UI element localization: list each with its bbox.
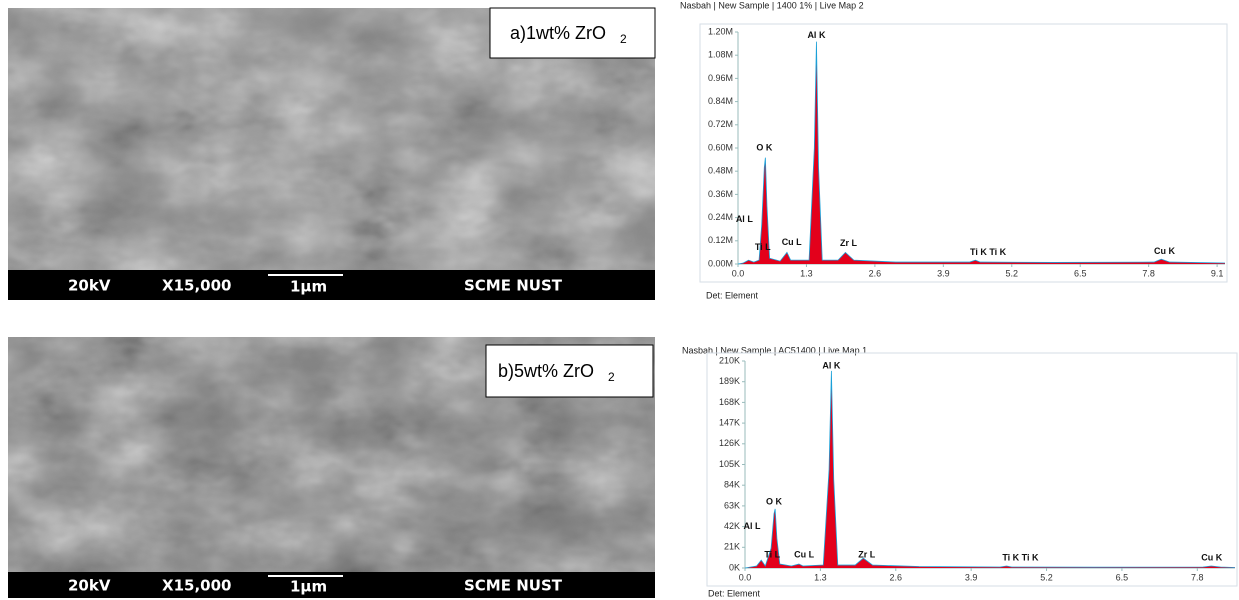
- x-tick-label: 2.6: [890, 572, 903, 582]
- panel-label-subscript: 2: [608, 370, 615, 384]
- y-tick-label: 147K: [719, 417, 740, 427]
- y-tick-label: 189K: [719, 376, 740, 386]
- x-tick-label: 7.8: [1191, 572, 1204, 582]
- x-tick-label: 9.1: [1211, 268, 1224, 278]
- y-tick-label: 63K: [724, 500, 740, 510]
- y-tick-label: 0.60M: [708, 142, 733, 152]
- y-tick-label: 0.48M: [708, 166, 733, 176]
- y-tick-label: 1.20M: [708, 26, 733, 36]
- x-tick-label: 0.0: [732, 268, 745, 278]
- footnote: Det: Element: [706, 290, 759, 300]
- plot-frame: [700, 24, 1227, 282]
- scale: 1μm: [290, 278, 327, 296]
- spectrum-outline: [745, 371, 1235, 568]
- peak-label: Ti K Ti K: [970, 247, 1007, 257]
- spectrum-area: [745, 371, 1235, 568]
- y-tick-label: 21K: [724, 542, 740, 552]
- peak-label: Cu L: [782, 237, 802, 247]
- y-tick-label: 42K: [724, 521, 740, 531]
- lab: SCME NUST: [464, 577, 563, 595]
- figure: 20kV X15,000 1μm SCME NUST a)1wt% ZrO 2 …: [0, 0, 1239, 600]
- peak-label: Al K: [822, 360, 841, 370]
- peak-label: Cu K: [1154, 246, 1175, 256]
- chart-title: Nasbah | New Sample | AC51400 | Live Map…: [682, 345, 867, 355]
- voltage: 20kV: [68, 577, 111, 595]
- y-tick-label: 0.84M: [708, 96, 733, 106]
- x-tick-label: 6.5: [1116, 572, 1129, 582]
- peak-label: Zr L: [840, 238, 858, 248]
- x-tick-label: 5.2: [1040, 572, 1053, 582]
- x-tick-label: 2.6: [869, 268, 882, 278]
- peak-label: Zr L: [858, 550, 876, 560]
- peak-label: Cu K: [1201, 553, 1222, 563]
- y-tick-label: 84K: [724, 480, 740, 490]
- y-tick-label: 210K: [719, 355, 740, 365]
- y-tick-label: 126K: [719, 438, 740, 448]
- peak-label: Al L: [736, 214, 754, 224]
- magnification: X15,000: [162, 277, 231, 295]
- panel-label: a)1wt% ZrO: [510, 23, 606, 43]
- x-tick-label: 0.0: [739, 572, 752, 582]
- chart-title: Nasbah | New Sample | 1400 1% | Live Map…: [680, 0, 864, 10]
- y-tick-label: 0.96M: [708, 73, 733, 83]
- x-tick-label: 1.3: [800, 268, 813, 278]
- x-tick-label: 3.9: [965, 572, 978, 582]
- y-tick-label: 0K: [729, 562, 740, 572]
- x-tick-label: 6.5: [1074, 268, 1087, 278]
- peak-label: Cu L: [794, 550, 814, 560]
- panel-label-subscript: 2: [620, 32, 627, 46]
- y-tick-label: 0.00M: [708, 258, 733, 268]
- lab: SCME NUST: [464, 277, 563, 295]
- x-tick-label: 5.2: [1006, 268, 1019, 278]
- peak-label: O K: [756, 142, 773, 152]
- spectrum-area: [738, 42, 1225, 264]
- peak-label: Al K: [807, 30, 826, 40]
- footnote: Det: Element: [708, 588, 761, 598]
- x-tick-label: 1.3: [814, 572, 827, 582]
- peak-label: Ti L: [764, 550, 780, 560]
- voltage: 20kV: [68, 277, 111, 295]
- y-tick-label: 0.24M: [708, 212, 733, 222]
- y-tick-label: 0.12M: [708, 235, 733, 245]
- panel-label: b)5wt% ZrO: [498, 361, 594, 381]
- peak-label: Al L: [743, 521, 761, 531]
- y-tick-label: 0.36M: [708, 189, 733, 199]
- y-tick-label: 1.08M: [708, 50, 733, 60]
- peak-label: O K: [766, 496, 783, 506]
- y-tick-label: 105K: [719, 459, 740, 469]
- x-tick-label: 7.8: [1142, 268, 1155, 278]
- y-tick-label: 0.72M: [708, 119, 733, 129]
- sem-panel: 20kV X15,000 1μm SCME NUST a)1wt% ZrO 2: [8, 8, 655, 300]
- sem-panel: 20kV X15,000 1μm SCME NUST b)5wt% ZrO 2: [8, 337, 655, 598]
- plot-frame: [707, 353, 1237, 586]
- scale: 1μm: [290, 578, 327, 596]
- peak-label: Ti L: [755, 242, 771, 252]
- y-tick-label: 168K: [719, 397, 740, 407]
- peak-label: Ti K Ti K: [1002, 553, 1039, 563]
- magnification: X15,000: [162, 577, 231, 595]
- x-tick-label: 3.9: [937, 268, 950, 278]
